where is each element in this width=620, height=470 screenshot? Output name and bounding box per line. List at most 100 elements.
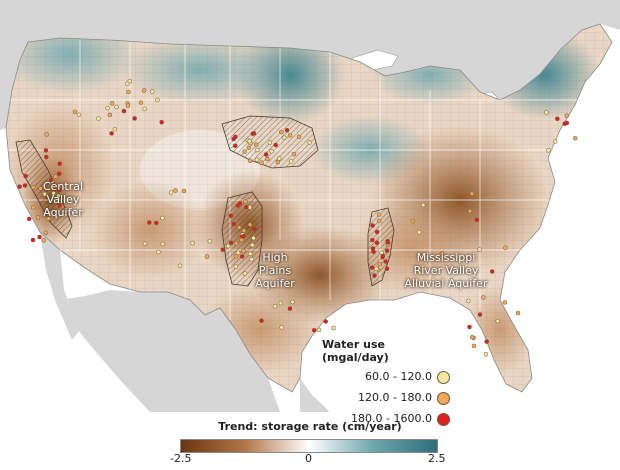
water-use-point [23, 173, 28, 179]
water-use-point [466, 298, 471, 304]
water-use-point [44, 132, 49, 137]
water-use-point [190, 240, 195, 246]
water-use-point [239, 254, 245, 259]
water-use-point [244, 204, 249, 210]
water-use-point [47, 210, 53, 215]
water-use-point [35, 215, 41, 220]
water-use-point [38, 186, 43, 191]
water-use-point [420, 202, 426, 208]
water-use-point [96, 116, 101, 121]
water-use-point [263, 152, 269, 157]
water-use-points [17, 78, 578, 357]
water-use-point [109, 101, 115, 106]
water-use-point [57, 187, 62, 193]
water-use-point [265, 156, 270, 162]
water-use-point [125, 81, 130, 87]
water-use-point [370, 246, 376, 251]
water-use-point [495, 318, 500, 324]
trend-legend-title: Trend: storage rate (cm/year) [218, 420, 402, 433]
water-use-point [503, 245, 508, 250]
water-use-point [288, 159, 294, 164]
high-plains-aquifer-label: High Plains Aquifer [255, 251, 295, 290]
water-use-point [114, 104, 119, 110]
water-use-point [573, 135, 578, 141]
water-use-point [233, 134, 238, 140]
legend-dot-icon [437, 392, 450, 405]
legend-dot-icon [437, 413, 450, 426]
water-use-point [331, 325, 336, 331]
water-use-point [469, 334, 475, 340]
colorbar-max-label: 2.5 [428, 452, 446, 465]
central-valley-aquifer-label: Central Valley Aquifer [42, 180, 84, 219]
water-use-point [56, 193, 61, 199]
colorbar-mid-label: 0 [305, 452, 312, 465]
water-use-point [177, 263, 183, 269]
water-use-point [384, 248, 390, 253]
water-use-point [246, 145, 252, 151]
water-use-point [26, 216, 32, 222]
water-use-point [372, 273, 377, 278]
water-use-point [502, 300, 508, 305]
water-use-point [72, 109, 78, 115]
water-use-point [564, 113, 570, 118]
water-use-point [154, 220, 159, 226]
water-use-point [416, 230, 422, 235]
water-use-point [142, 241, 148, 246]
water-use-point [57, 161, 62, 166]
water-use-point [374, 229, 380, 235]
water-use-point [242, 149, 247, 154]
water-use-point [247, 138, 252, 144]
water-use-point [376, 218, 382, 224]
water-use-point [17, 184, 22, 189]
water-use-point [147, 220, 152, 225]
water-use-point [233, 241, 239, 246]
water-use-point [544, 110, 549, 115]
water-use-point [173, 188, 178, 193]
water-use-point [150, 89, 155, 94]
water-use-point [377, 261, 383, 267]
water-use-point [385, 240, 390, 245]
water-use-point [31, 205, 36, 210]
water-use-point [316, 327, 322, 333]
water-use-point [160, 215, 165, 221]
water-use-point [241, 248, 246, 254]
water-use-point [290, 299, 295, 305]
water-use-point [282, 135, 287, 140]
water-use-point [247, 158, 253, 163]
water-use-point [53, 174, 58, 179]
water-use-point [156, 249, 161, 255]
us-storage-trend-map [0, 0, 620, 412]
water-use-point [254, 142, 259, 147]
water-use-point [51, 190, 56, 196]
water-use-point [220, 247, 226, 252]
water-use-point [484, 339, 489, 344]
water-use-point [121, 108, 127, 114]
water-use-point [30, 237, 36, 243]
water-use-point [241, 228, 247, 233]
water-use-point [239, 237, 244, 243]
water-use-point [287, 133, 293, 138]
water-use-legend-title: Water use (mgal/day) [322, 338, 389, 364]
water-use-point [141, 88, 147, 93]
water-use-point [384, 266, 390, 271]
water-use-point [279, 129, 284, 135]
water-use-legend-item: 60.0 - 120.0 [322, 370, 452, 391]
water-use-point [471, 343, 477, 349]
water-use-point [277, 156, 282, 161]
water-use-legend-item: 120.0 - 180.0 [322, 391, 452, 412]
water-use-point [483, 352, 489, 357]
water-use-point [204, 254, 210, 259]
trend-colorbar [180, 439, 438, 453]
water-use-point [107, 112, 113, 118]
water-use-point [311, 327, 317, 333]
water-use-point [267, 140, 273, 145]
water-use-point [469, 191, 475, 197]
water-use-point [132, 116, 137, 121]
water-use-point [254, 157, 260, 162]
water-use-point [380, 254, 385, 260]
water-use-point [249, 257, 254, 262]
water-use-point [250, 242, 255, 248]
water-use-point [259, 318, 264, 323]
water-use-point [477, 312, 483, 317]
